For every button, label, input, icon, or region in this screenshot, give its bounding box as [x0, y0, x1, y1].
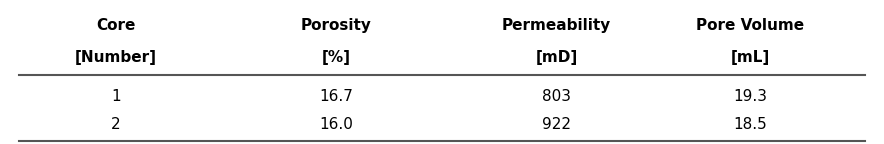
Text: 803: 803 — [542, 89, 571, 104]
Text: [Number]: [Number] — [75, 50, 157, 65]
Text: [mD]: [mD] — [536, 50, 577, 65]
Text: [mL]: [mL] — [731, 50, 770, 65]
Text: Permeability: Permeability — [502, 18, 611, 33]
Text: 1: 1 — [111, 89, 121, 104]
Text: 18.5: 18.5 — [734, 117, 767, 132]
Text: Pore Volume: Pore Volume — [697, 18, 804, 33]
Text: 2: 2 — [111, 117, 121, 132]
Text: 922: 922 — [542, 117, 571, 132]
Text: 16.0: 16.0 — [319, 117, 354, 132]
Text: 16.7: 16.7 — [319, 89, 354, 104]
Text: Core: Core — [96, 18, 135, 33]
Text: 19.3: 19.3 — [734, 89, 767, 104]
Text: Porosity: Porosity — [301, 18, 371, 33]
Text: [%]: [%] — [322, 50, 351, 65]
